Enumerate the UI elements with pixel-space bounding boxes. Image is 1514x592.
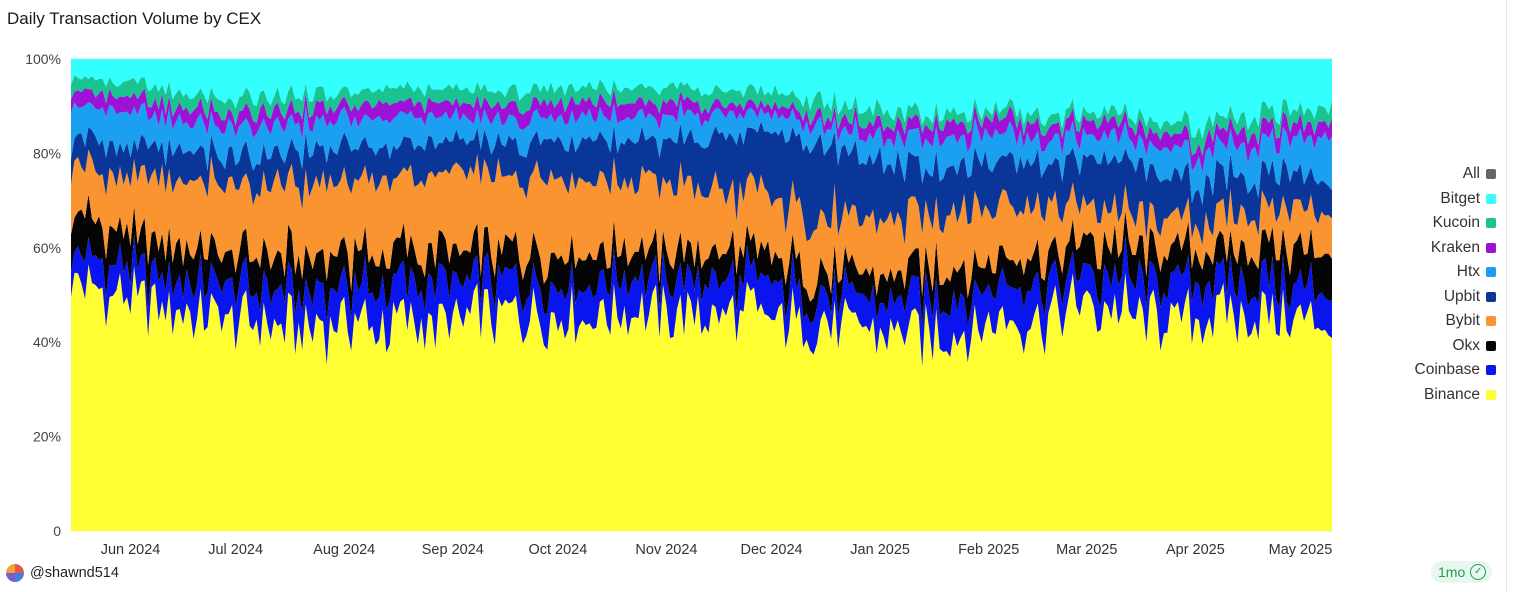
y-tick-label: 80% bbox=[33, 145, 61, 161]
x-tick-label: May 2025 bbox=[1269, 542, 1333, 558]
legend-label: All bbox=[1462, 165, 1480, 183]
area-series-binance[interactable] bbox=[71, 264, 1332, 531]
legend-item-binance[interactable]: Binance bbox=[1336, 383, 1496, 408]
area-series-bitget[interactable] bbox=[71, 59, 1332, 139]
y-tick-label: 100% bbox=[25, 51, 61, 67]
chart-title: Daily Transaction Volume by CEX bbox=[7, 9, 262, 28]
legend-item-bitget[interactable]: Bitget bbox=[1336, 187, 1496, 212]
y-tick-label: 60% bbox=[33, 240, 61, 256]
check-circle-icon: ✓ bbox=[1470, 564, 1487, 580]
legend-swatch-icon bbox=[1486, 218, 1496, 229]
legend-label: Kraken bbox=[1430, 238, 1480, 256]
legend-label: Bybit bbox=[1445, 312, 1480, 330]
legend-swatch-icon bbox=[1486, 193, 1496, 204]
x-tick-label: Jun 2024 bbox=[101, 542, 161, 558]
legend-label: Kucoin bbox=[1432, 214, 1480, 232]
legend-item-kraken[interactable]: Kraken bbox=[1336, 236, 1496, 261]
area-series-coinbase[interactable] bbox=[71, 234, 1332, 367]
legend-item-all[interactable]: All bbox=[1336, 162, 1496, 187]
legend-label: Upbit bbox=[1443, 287, 1480, 305]
legend-label: Okx bbox=[1452, 336, 1480, 354]
legend-swatch-icon bbox=[1486, 365, 1496, 376]
x-tick-label: Feb 2025 bbox=[958, 542, 1019, 558]
legend: All Bitget Kucoin Kraken Htx Upbit Bybit Okx Coi… bbox=[1336, 162, 1496, 407]
legend-item-bybit[interactable]: Bybit bbox=[1336, 309, 1496, 334]
legend-swatch-icon bbox=[1486, 242, 1496, 253]
legend-swatch-icon bbox=[1486, 291, 1496, 302]
age-badge[interactable]: 1mo ✓ bbox=[1431, 561, 1493, 583]
legend-label: Binance bbox=[1423, 385, 1480, 403]
panel-divider bbox=[1506, 0, 1507, 592]
x-axis-ticks: Jun 2024 Jul 2024 Aug 2024 Sep 2024 Oct 2024… bbox=[101, 542, 1333, 558]
legend-item-coinbase[interactable]: Coinbase bbox=[1336, 358, 1496, 383]
y-tick-label: 20% bbox=[33, 429, 61, 445]
x-tick-label: Jul 2024 bbox=[208, 542, 263, 558]
x-tick-label: Oct 2024 bbox=[528, 542, 587, 558]
legend-swatch-icon bbox=[1486, 340, 1496, 351]
author-username[interactable]: @shawnd514 bbox=[30, 565, 119, 581]
x-tick-label: Mar 2025 bbox=[1056, 542, 1117, 558]
legend-item-upbit[interactable]: Upbit bbox=[1336, 285, 1496, 310]
legend-item-htx[interactable]: Htx bbox=[1336, 260, 1496, 285]
legend-item-kucoin[interactable]: Kucoin bbox=[1336, 211, 1496, 236]
x-tick-label: Aug 2024 bbox=[313, 542, 375, 558]
legend-label: Htx bbox=[1456, 263, 1480, 281]
area-series-htx[interactable] bbox=[71, 100, 1332, 205]
age-badge-label: 1mo bbox=[1438, 564, 1466, 580]
author[interactable]: @shawnd514 bbox=[6, 564, 119, 582]
y-axis-ticks: 0 20% 40% 60% 80% 100% bbox=[25, 51, 61, 539]
x-tick-label: Nov 2024 bbox=[635, 542, 697, 558]
area-series-okx[interactable] bbox=[71, 194, 1332, 327]
area-series-upbit[interactable] bbox=[71, 121, 1332, 245]
legend-swatch-icon bbox=[1486, 169, 1496, 180]
avatar[interactable] bbox=[6, 564, 24, 582]
legend-swatch-icon bbox=[1486, 389, 1496, 400]
legend-label: Coinbase bbox=[1414, 361, 1481, 379]
legend-swatch-icon bbox=[1486, 267, 1496, 278]
legend-item-okx[interactable]: Okx bbox=[1336, 334, 1496, 359]
y-tick-label: 0 bbox=[53, 523, 61, 539]
legend-label: Bitget bbox=[1440, 189, 1480, 207]
x-tick-label: Apr 2025 bbox=[1166, 542, 1225, 558]
x-tick-label: Jan 2025 bbox=[850, 542, 910, 558]
area-series-kucoin[interactable] bbox=[71, 75, 1332, 156]
legend-swatch-icon bbox=[1486, 316, 1496, 327]
area-series-group bbox=[71, 59, 1332, 531]
x-tick-label: Dec 2024 bbox=[741, 542, 803, 558]
y-tick-label: 40% bbox=[33, 334, 61, 350]
stacked-area-chart: 0 20% 40% 60% 80% 100% Jun 2024 Jul 2024 Aug 20… bbox=[25, 51, 1333, 558]
area-series-kraken[interactable] bbox=[71, 87, 1332, 173]
x-tick-label: Sep 2024 bbox=[422, 542, 484, 558]
area-series-bybit[interactable] bbox=[71, 149, 1332, 302]
